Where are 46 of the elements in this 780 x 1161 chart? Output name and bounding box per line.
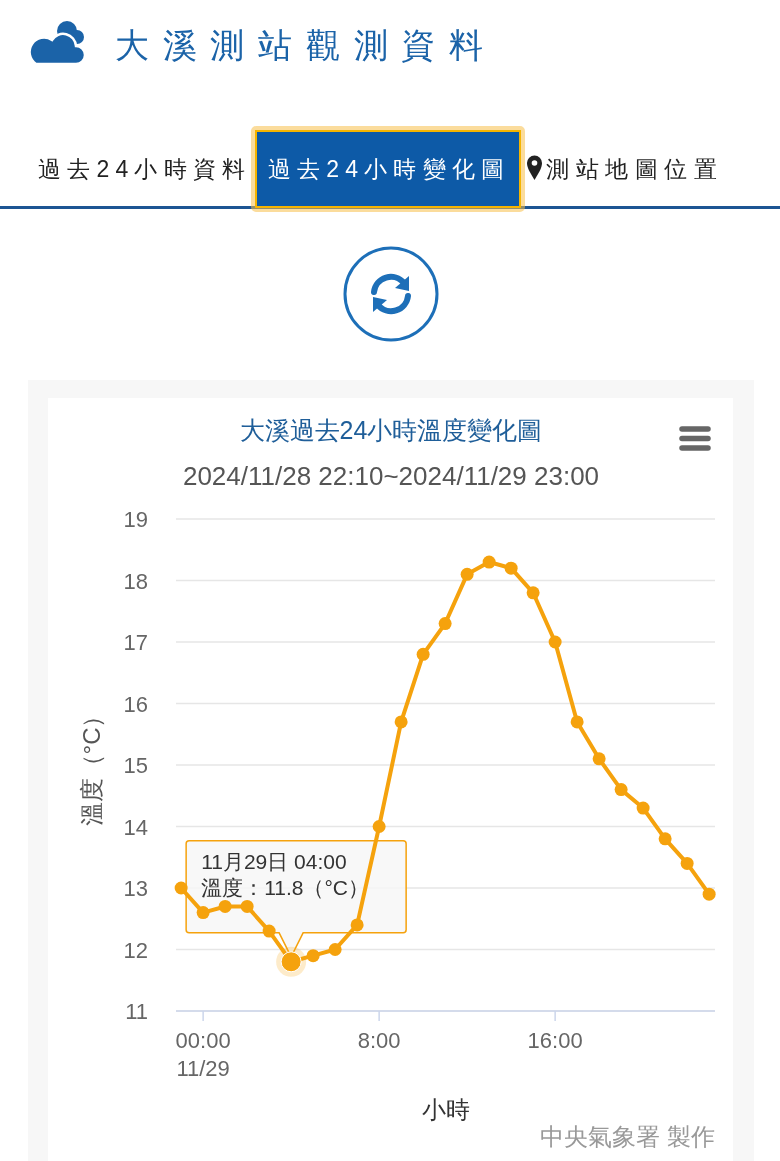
text: 過去24小時資料	[38, 156, 245, 182]
point	[482, 555, 496, 569]
point	[262, 924, 276, 938]
point	[306, 949, 320, 963]
x-tick-label: 16:00	[527, 1028, 583, 1053]
point	[614, 783, 628, 797]
y-tick-label: 15	[123, 753, 148, 778]
text: 大溪測站觀測資料	[115, 26, 483, 64]
point	[372, 820, 386, 833]
text: 中央氣象署 製作	[540, 1123, 715, 1150]
point	[350, 918, 364, 932]
point	[658, 832, 672, 846]
chart-title: 大溪過去24小時溫度變化圖	[239, 416, 543, 444]
x-tick-label: 8:00	[357, 1028, 401, 1053]
y-tick-label: 11	[125, 999, 148, 1024]
point	[196, 906, 210, 920]
point	[416, 647, 430, 661]
y-tick-label: 17	[123, 630, 148, 655]
y-tick-label: 13	[123, 876, 148, 901]
annotation: 11月29日 04:00 溫度：11.8（°C）	[201, 849, 370, 899]
point	[680, 856, 694, 870]
text: 測站地圖位置	[546, 156, 717, 182]
point	[592, 752, 606, 766]
point	[548, 635, 562, 649]
point	[174, 881, 188, 895]
text: 過去24小時變化圖	[268, 156, 504, 182]
x-tick-label: 00:00 11/29	[175, 1028, 231, 1081]
point	[438, 617, 452, 631]
y-tick-label: 19	[123, 507, 148, 532]
y-tick-label: 12	[123, 937, 148, 963]
point	[328, 943, 342, 956]
point	[636, 801, 650, 815]
point	[702, 887, 716, 901]
point	[526, 586, 540, 600]
x-axis-title: 小時	[421, 1096, 470, 1123]
chart-subtitle: 2024/11/28 22:10~2024/11/29 23:00	[182, 461, 600, 491]
point	[218, 899, 232, 913]
y-axis-title: 溫度（°C）	[78, 703, 105, 827]
point	[504, 561, 518, 575]
y-tick-label: 14	[123, 814, 148, 840]
point	[460, 567, 474, 581]
y-tick-label: 16	[123, 691, 148, 717]
point	[240, 899, 254, 913]
point	[570, 715, 584, 729]
point	[394, 715, 408, 729]
y-tick-label: 18	[123, 568, 148, 594]
